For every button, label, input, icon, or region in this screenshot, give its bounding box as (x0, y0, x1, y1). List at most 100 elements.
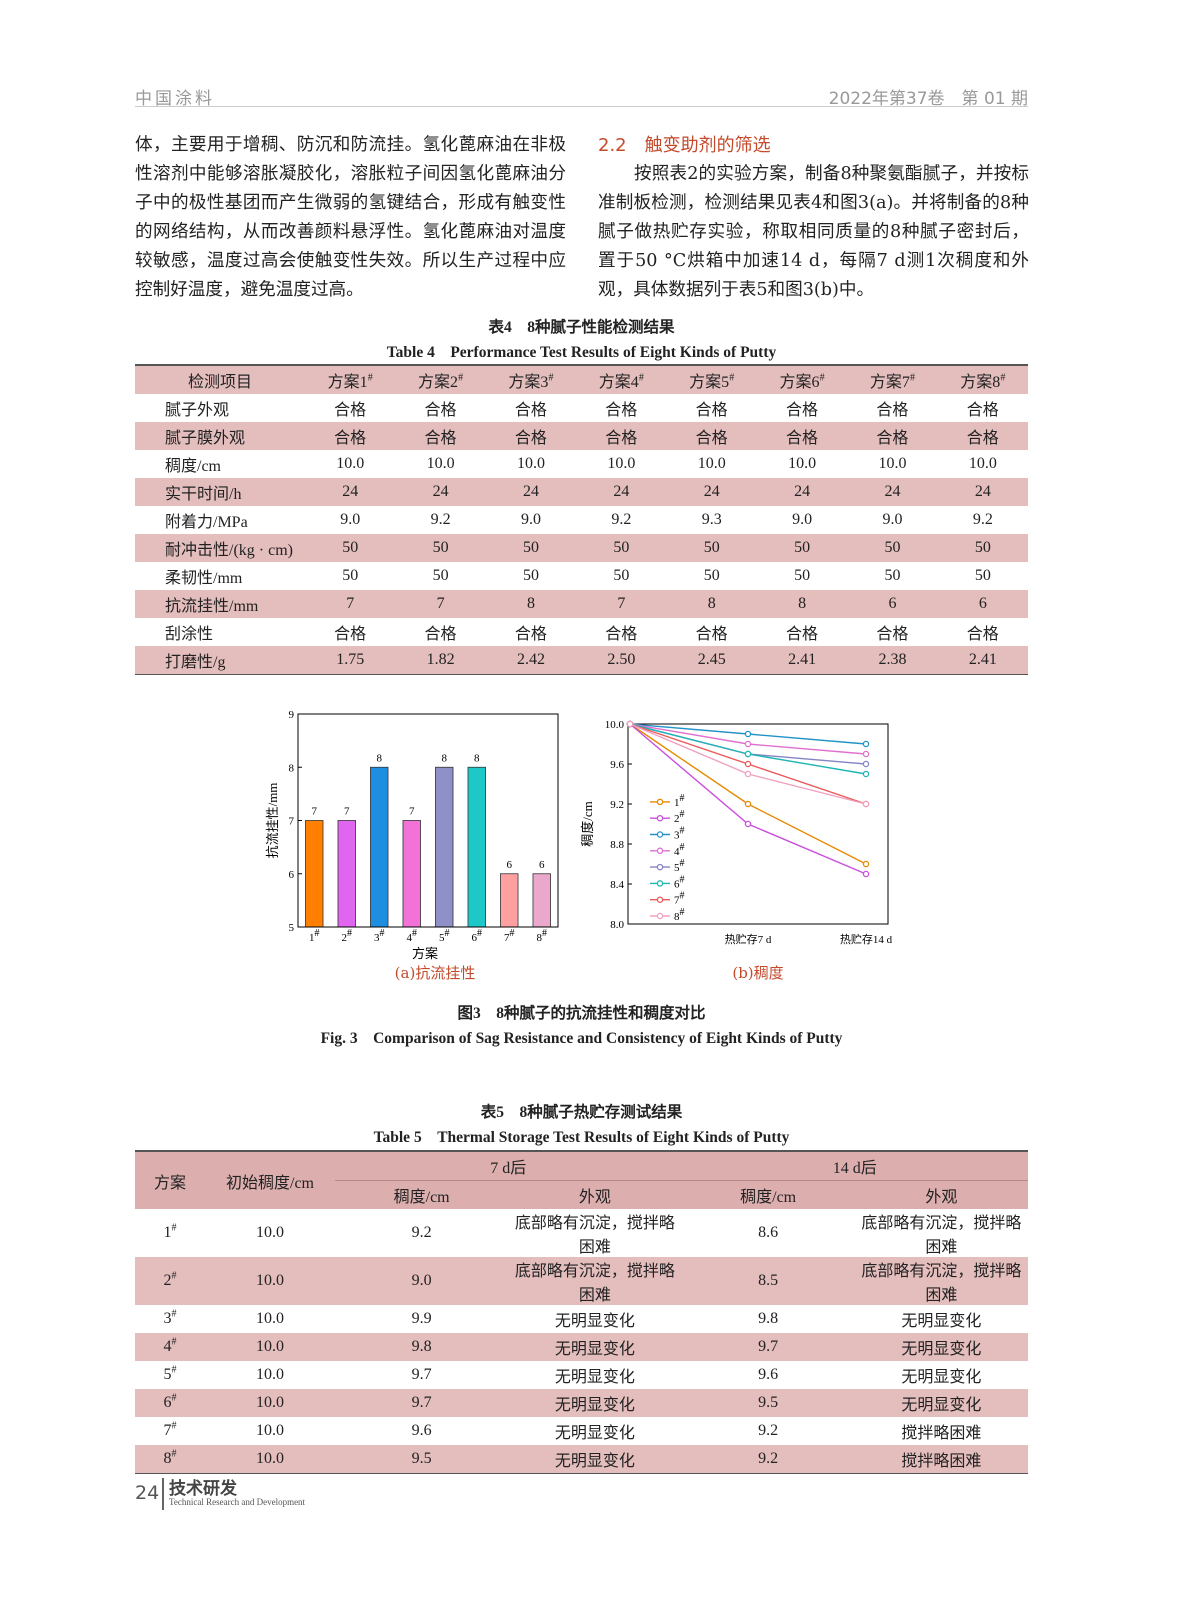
table-cell: 9.2 (430, 511, 451, 528)
point (744, 740, 752, 748)
table-cell: 柔韧性/mm (165, 570, 243, 587)
table-row: 抗流挂性/mm 7 7 8 7 8 8 6 6 (135, 590, 1028, 618)
table-cell: 合格 (966, 626, 999, 643)
point (862, 870, 870, 878)
y-tick-label: 5 (289, 922, 295, 934)
y-tick-label: 8.4 (610, 879, 624, 891)
table-cell: 合格 (876, 430, 909, 447)
table-cell: 10.0 (878, 455, 907, 472)
x-tick-label: 热贮存14 d (840, 932, 893, 946)
y-tick-label: 9.6 (610, 759, 624, 771)
table-cell: 刮涂性 (165, 626, 214, 643)
table-cell: 无明显变化 (554, 1397, 635, 1414)
table-cell: 24 (884, 483, 901, 500)
table-cell: 9.2 (972, 511, 993, 528)
legend-marker (656, 863, 664, 871)
y-tick-label: 9.2 (610, 799, 624, 811)
table-cell: 合格 (786, 430, 819, 447)
table-cell: 9.0 (520, 511, 541, 528)
table-cell: 9.2 (758, 1422, 779, 1439)
x-tick-label: 4# (407, 928, 418, 944)
table-cell: 10.0 (697, 455, 726, 472)
header-cell: 外观 (578, 1189, 611, 1206)
table-caption: 表5 8种腻子热贮存测试结果 (480, 1104, 683, 1121)
header-cell: 方案7# (869, 372, 915, 391)
table-cell: 10.0 (968, 455, 997, 472)
x-tick-label: 8# (537, 928, 548, 944)
table-cell: 腻子外观 (165, 402, 230, 419)
table-cell: 合格 (876, 402, 909, 419)
point (744, 750, 752, 758)
legend-label: 6# (674, 874, 685, 890)
y-tick-label: 8.8 (610, 839, 624, 851)
table-cell: 9.8 (411, 1338, 432, 1355)
point (626, 720, 634, 728)
point (744, 730, 752, 738)
table-cell: 24 (974, 483, 991, 500)
header-cell: 方案 (153, 1174, 186, 1192)
table-cell: 8 (707, 595, 716, 612)
table-cell: 50 (342, 539, 359, 556)
header-row: 方案 初始稠度/cm 7 d后 14 d后 (135, 1151, 1028, 1192)
table-cell: 合格 (605, 430, 638, 447)
table-cell: 合格 (786, 402, 819, 419)
table-row: 3# 10.0 9.9 无明显变化 9.8 无明显变化 (135, 1305, 1028, 1333)
legend-label: 4# (674, 842, 685, 858)
table-cell: 10.0 (336, 455, 365, 472)
bar (402, 820, 421, 928)
table-cell: 2# (163, 1270, 177, 1289)
x-tick-label: 3# (374, 928, 385, 944)
header-cell: 方案1# (327, 372, 373, 391)
table-cell: 9.2 (758, 1450, 779, 1467)
legend-label: 7# (674, 891, 685, 907)
table-cell: 9.0 (340, 511, 361, 528)
table-cell: 附着力/MPa (165, 514, 248, 531)
x-tick-label: 1# (309, 928, 320, 944)
table-cell: 8.5 (758, 1272, 779, 1289)
table-cell: 50 (884, 539, 901, 556)
table-cell: 9.6 (758, 1366, 779, 1383)
table-cell: 无明显变化 (901, 1341, 982, 1358)
table-row: 2# 10.0 9.0 底部略有沉淀，搅拌略困难 8.5 底部略有沉淀，搅拌略困难 (135, 1257, 1028, 1305)
table-cell: 50 (703, 539, 720, 556)
footer-section-en: Technical Research and Development (169, 1497, 306, 1507)
table-row: 打磨性/g 1.75 1.82 2.42 2.50 2.45 2.41 2.38 2.41 (135, 646, 1028, 675)
table-cell: 9.7 (758, 1338, 779, 1355)
table-cell: 2.45 (697, 651, 726, 668)
table-cell: 打磨性/g (165, 654, 226, 671)
table-cell: 50 (703, 567, 720, 584)
table-row: 柔韧性/mm 50 50 50 50 50 50 50 50 (135, 562, 1028, 590)
table-cell: 50 (342, 567, 359, 584)
table-cell: 底部略有沉淀，搅拌略困难 (861, 1215, 1022, 1256)
legend-marker (656, 880, 664, 887)
table-row: 附着力/MPa 9.0 9.2 9.0 9.2 9.3 9.0 9.0 9.2 (135, 506, 1028, 534)
legend-label: 1# (674, 793, 685, 809)
legend-label: 5# (674, 858, 685, 874)
table-cell: 24 (522, 483, 539, 500)
point (744, 820, 752, 828)
table-cell: 6# (163, 1392, 177, 1411)
y-tick-label: 10.0 (605, 719, 625, 731)
table-cell: 合格 (876, 626, 909, 643)
table-cell: 50 (432, 539, 449, 556)
table-cell: 合格 (966, 430, 999, 447)
table-cell: 合格 (424, 626, 457, 643)
bar (370, 766, 389, 928)
table-cell: 1.82 (426, 651, 455, 668)
table-caption: Table 5 Thermal Storage Test Results of … (373, 1129, 790, 1146)
table-cell: 8 (798, 595, 807, 612)
table-cell: 搅拌略困难 (901, 1425, 982, 1442)
table-cell: 9.0 (882, 511, 903, 528)
table-cell: 1# (163, 1222, 177, 1241)
table-cell: 无明显变化 (554, 1341, 635, 1358)
header-cell: 方案3# (508, 372, 554, 391)
table-cell: 合格 (334, 430, 367, 447)
header-cell: 方案2# (418, 372, 464, 391)
table-cell: 无明显变化 (901, 1313, 982, 1330)
issue: 2022年第37卷 第 01 期 (828, 89, 1028, 109)
table-cell: 合格 (605, 626, 638, 643)
header-cell: 初始稠度/cm (226, 1174, 314, 1192)
table-cell: 7 (436, 595, 445, 612)
table-cell: 合格 (514, 626, 547, 643)
